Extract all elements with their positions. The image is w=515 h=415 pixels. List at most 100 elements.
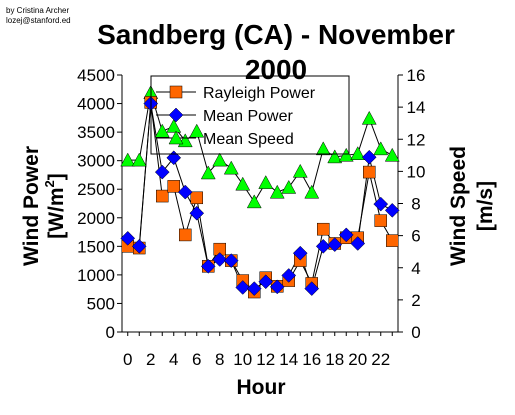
y-right-tick-label: 16 (407, 66, 426, 85)
y-right-tick-label: 2 (411, 291, 420, 310)
legend-box (150, 75, 350, 155)
legend-marker-mean-speed (168, 130, 184, 145)
y-axis-left-unit-pre: [W/m (45, 187, 68, 238)
legend: Rayleigh Power Mean Power Mean Speed (150, 75, 350, 155)
y-left-tick-label: 4000 (77, 95, 115, 114)
mean-speed-point (304, 184, 320, 199)
legend-marker-mean-power (168, 107, 184, 123)
mean-speed-point (373, 141, 389, 156)
y-axis-right-unit: [m/s] (474, 181, 497, 231)
rayleigh-power-point (317, 222, 330, 236)
rayleigh-power-point (179, 228, 192, 242)
y-right-tick-label: 10 (407, 162, 426, 181)
mean-power-point (120, 230, 136, 246)
x-tick-label: 22 (371, 350, 390, 369)
x-tick-label: 20 (348, 350, 367, 369)
rayleigh-power-point (190, 191, 203, 205)
legend-marker-rayleigh-power (169, 85, 183, 99)
mean-power-point (131, 238, 147, 254)
y-left-tick-label: 1000 (77, 266, 115, 285)
mean-power-point (315, 238, 331, 254)
x-tick-label: 16 (302, 350, 321, 369)
x-tick-label: 2 (146, 350, 155, 369)
mean-power-point (384, 202, 400, 218)
chart-title-line1: Sandberg (CA) - November (97, 19, 455, 50)
mean-speed-point (200, 165, 216, 180)
mean-speed-point (166, 118, 182, 133)
mean-power-point (304, 281, 320, 296)
legend-label-rayleigh-power: Rayleigh Power (203, 85, 316, 102)
mean-speed-point (223, 160, 239, 175)
mean-speed-point (384, 147, 400, 162)
mean-speed-point (212, 152, 228, 167)
legend-label-mean-power: Mean Power (203, 108, 293, 125)
mean-speed-point (281, 179, 297, 194)
rayleigh-power-point (386, 234, 399, 247)
svg-text:[W/m2]: [W/m2] (42, 173, 68, 239)
y-right-tick-label: 6 (411, 227, 420, 246)
mean-speed-point (246, 194, 262, 209)
mean-speed-point (361, 110, 377, 125)
x-tick-label: 4 (169, 350, 178, 369)
y-left-tick-label: 2500 (77, 180, 115, 199)
x-tick-label: 14 (279, 350, 298, 369)
mean-speed-point (120, 152, 136, 167)
y-right-tick-label: 14 (407, 98, 426, 117)
mean-speed-point (327, 149, 343, 164)
mean-speed-point (269, 184, 285, 199)
mean-power-point (235, 280, 251, 295)
mean-power-point (292, 245, 308, 261)
y-right-tick-label: 0 (411, 323, 420, 342)
y-left-tick-label: 1500 (77, 237, 115, 256)
legend-label-mean-speed: Mean Speed (203, 131, 294, 148)
y-left-tick-label: 2000 (77, 209, 115, 228)
y-right-tick-label: 12 (407, 130, 426, 149)
y-left-tick-label: 500 (87, 294, 115, 313)
mean-speed-point (258, 175, 274, 189)
y-axis-left-label: Wind Power (20, 146, 43, 266)
x-tick-label: 8 (215, 350, 224, 369)
mean-power-point (350, 236, 366, 251)
y-left-tick-label: 3500 (77, 123, 115, 142)
mean-speed-point (338, 147, 354, 162)
chart-title-line2: 2000 (245, 54, 307, 85)
x-tick-label: 0 (123, 350, 132, 369)
y-left-tick-label: 4500 (77, 66, 115, 85)
mean-speed-point (154, 123, 170, 138)
credit-email: lozej@stanford.ed (6, 16, 71, 25)
rayleigh-power-point (374, 214, 387, 227)
x-tick-label: 18 (325, 350, 344, 369)
mean-power-point (246, 281, 262, 296)
x-tick-label: 12 (256, 350, 275, 369)
mean-speed-point (315, 141, 331, 156)
mean-power-point (212, 252, 228, 267)
y-left-tick-label: 3000 (77, 152, 115, 171)
mean-power-point (189, 205, 205, 221)
mean-power-point (281, 268, 297, 283)
x-tick-label: 6 (192, 350, 201, 369)
y-axis-left-unit: [W/m2] (42, 173, 68, 239)
mean-power-point (258, 274, 274, 290)
mean-power-point (154, 164, 170, 180)
mean-speed-point (189, 123, 205, 138)
mean-power-point (338, 227, 354, 243)
mean-speed-point (131, 152, 147, 167)
y-axis-right-label: Wind Speed (447, 146, 470, 266)
y-left-tick-label: 0 (106, 323, 115, 342)
mean-power-point (223, 253, 239, 268)
y-right-tick-label: 4 (411, 259, 420, 278)
rayleigh-power-point (363, 165, 376, 179)
mean-speed-point (350, 146, 366, 160)
mean-speed-point (235, 176, 251, 191)
mean-power-point (361, 149, 377, 165)
mean-power-point (200, 258, 216, 274)
mean-power-point (373, 196, 389, 212)
mean-power-point (177, 184, 193, 200)
y-axis-right-unit-text: [m/s] (474, 181, 497, 231)
mean-power-point (327, 237, 343, 252)
rayleigh-power-point (167, 180, 180, 193)
mean-power-point (269, 279, 285, 295)
x-axis-label: Hour (237, 376, 286, 399)
credit-author: by Cristina Archer (6, 6, 69, 15)
